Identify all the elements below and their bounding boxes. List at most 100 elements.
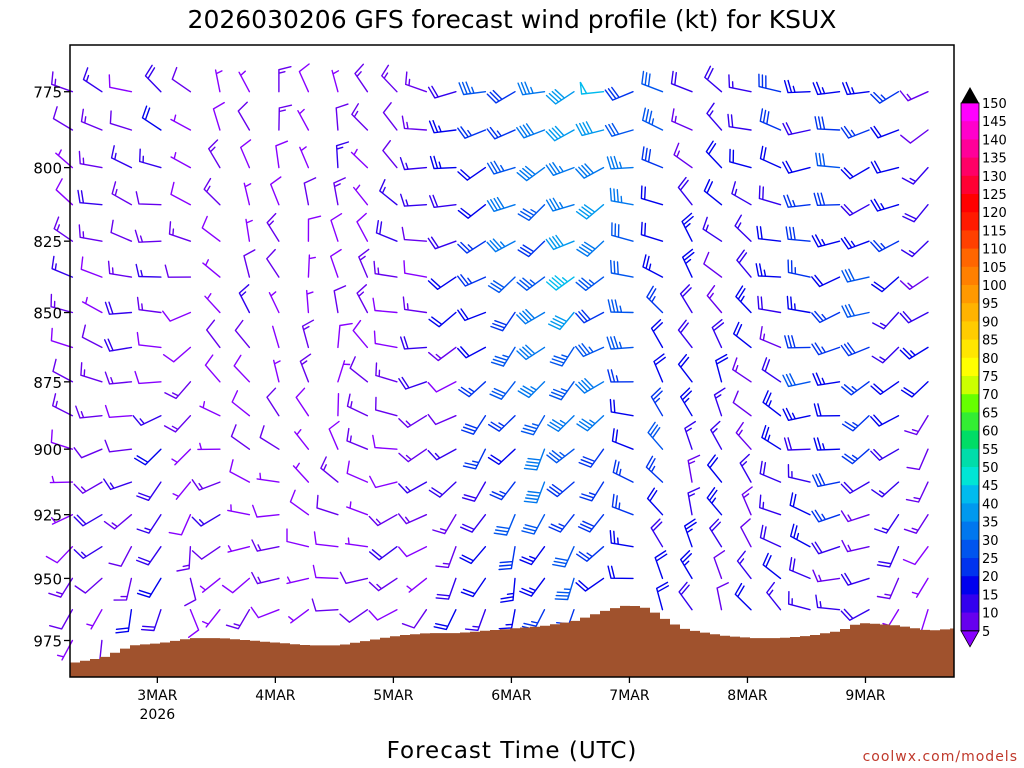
wind-barb xyxy=(486,89,516,104)
wind-barb xyxy=(199,401,221,417)
wind-barb xyxy=(346,460,369,483)
wind-barb xyxy=(428,346,457,362)
wind-barb xyxy=(578,448,605,468)
wind-barb xyxy=(170,152,192,169)
wind-barb xyxy=(713,550,726,580)
watermark: coolwx.com/models xyxy=(863,749,1018,765)
wind-barb xyxy=(575,378,605,394)
x-tick-label: 9MAR xyxy=(845,688,886,704)
wind-barb xyxy=(351,103,369,131)
colorbar-label: 35 xyxy=(982,516,999,531)
colorbar-swatch xyxy=(961,394,979,413)
wind-barb xyxy=(375,220,398,242)
wind-barb xyxy=(732,357,752,383)
wind-barb xyxy=(398,546,428,558)
wind-barb xyxy=(80,362,103,383)
x-axis: 3MAR 4MAR 5MAR 6MAR 7MAR 8MAR 9MAR 2026 xyxy=(137,677,886,723)
wind-barb xyxy=(815,152,841,169)
wind-barb xyxy=(403,260,428,278)
wind-barb xyxy=(789,492,811,516)
colorbar-swatch xyxy=(961,357,979,377)
wind-barb xyxy=(653,353,666,383)
wind-barb xyxy=(50,293,74,314)
wind-barb xyxy=(680,387,693,417)
wind-barb xyxy=(899,276,929,290)
wind-barb xyxy=(680,550,693,580)
wind-barb xyxy=(734,214,752,242)
wind-barb xyxy=(52,393,74,417)
wind-barb xyxy=(642,107,664,131)
wind-barb xyxy=(640,185,664,206)
colorbar-label: 135 xyxy=(982,152,1007,167)
wind-barb xyxy=(815,594,841,611)
wind-barb xyxy=(641,146,664,169)
wind-barb xyxy=(427,381,457,393)
wind-barb xyxy=(230,424,251,450)
wind-barb xyxy=(899,346,929,360)
wind-barb xyxy=(172,481,192,500)
wind-barb xyxy=(517,81,546,96)
wind-barb xyxy=(811,234,841,248)
wind-barb xyxy=(176,546,192,572)
wind-barb xyxy=(870,160,900,174)
wind-barb xyxy=(461,415,487,435)
wind-barb xyxy=(398,415,428,428)
wind-barb xyxy=(840,125,870,139)
y-tick-label: 850 xyxy=(33,305,62,323)
wind-barb xyxy=(523,448,546,471)
wind-barb xyxy=(457,166,487,181)
colorbar-swatch xyxy=(961,558,979,577)
wind-barb xyxy=(729,148,752,169)
wind-barb xyxy=(51,71,74,93)
wind-barb xyxy=(306,289,314,314)
wind-barb xyxy=(814,116,841,131)
wind-barb xyxy=(401,115,428,131)
wind-barb xyxy=(164,264,192,278)
wind-barb xyxy=(640,221,664,242)
wind-barb xyxy=(74,577,103,594)
wind-barb xyxy=(731,181,752,206)
wind-barb xyxy=(736,249,752,278)
wind-barb xyxy=(911,577,929,598)
wind-barb xyxy=(110,145,133,169)
wind-barb xyxy=(904,415,929,436)
wind-barb xyxy=(762,552,782,580)
colorbar-label: 115 xyxy=(982,224,1007,239)
wind-barb xyxy=(427,236,457,250)
wind-barb xyxy=(516,344,546,361)
wind-barb xyxy=(606,155,634,170)
wind-barb xyxy=(337,322,353,349)
wind-barb xyxy=(606,336,634,350)
colorbar-frame xyxy=(960,102,980,632)
wind-barb xyxy=(251,571,280,585)
wind-barb xyxy=(368,514,398,527)
wind-barb xyxy=(400,336,428,350)
colorbar-label: 50 xyxy=(982,461,999,476)
wind-barb xyxy=(51,514,74,525)
wind-barb xyxy=(642,254,664,278)
colorbar-swatch xyxy=(961,594,979,614)
wind-barb xyxy=(870,448,900,461)
wind-barb xyxy=(687,487,701,516)
wind-barb xyxy=(373,330,398,349)
wind-barb xyxy=(785,226,811,242)
wind-barb xyxy=(811,509,841,523)
wind-barb xyxy=(109,110,133,131)
wind-barb xyxy=(103,478,133,491)
wind-barb xyxy=(604,86,634,101)
wind-barb xyxy=(755,263,782,278)
terrain-surface xyxy=(70,605,954,677)
x-tick-label: 7MAR xyxy=(609,688,650,704)
colorbar-swatch xyxy=(961,285,979,304)
wind-barb xyxy=(787,259,811,278)
colorbar-label: 45 xyxy=(982,479,999,494)
wind-barb xyxy=(307,254,316,278)
y-tick-label: 775 xyxy=(33,84,62,102)
wind-barb xyxy=(761,357,782,383)
wind-barb xyxy=(115,609,133,634)
wind-barb xyxy=(278,104,293,131)
wind-barb xyxy=(906,448,929,471)
wind-barb xyxy=(706,285,723,314)
wind-barb xyxy=(136,577,162,598)
wind-barb xyxy=(871,481,900,498)
